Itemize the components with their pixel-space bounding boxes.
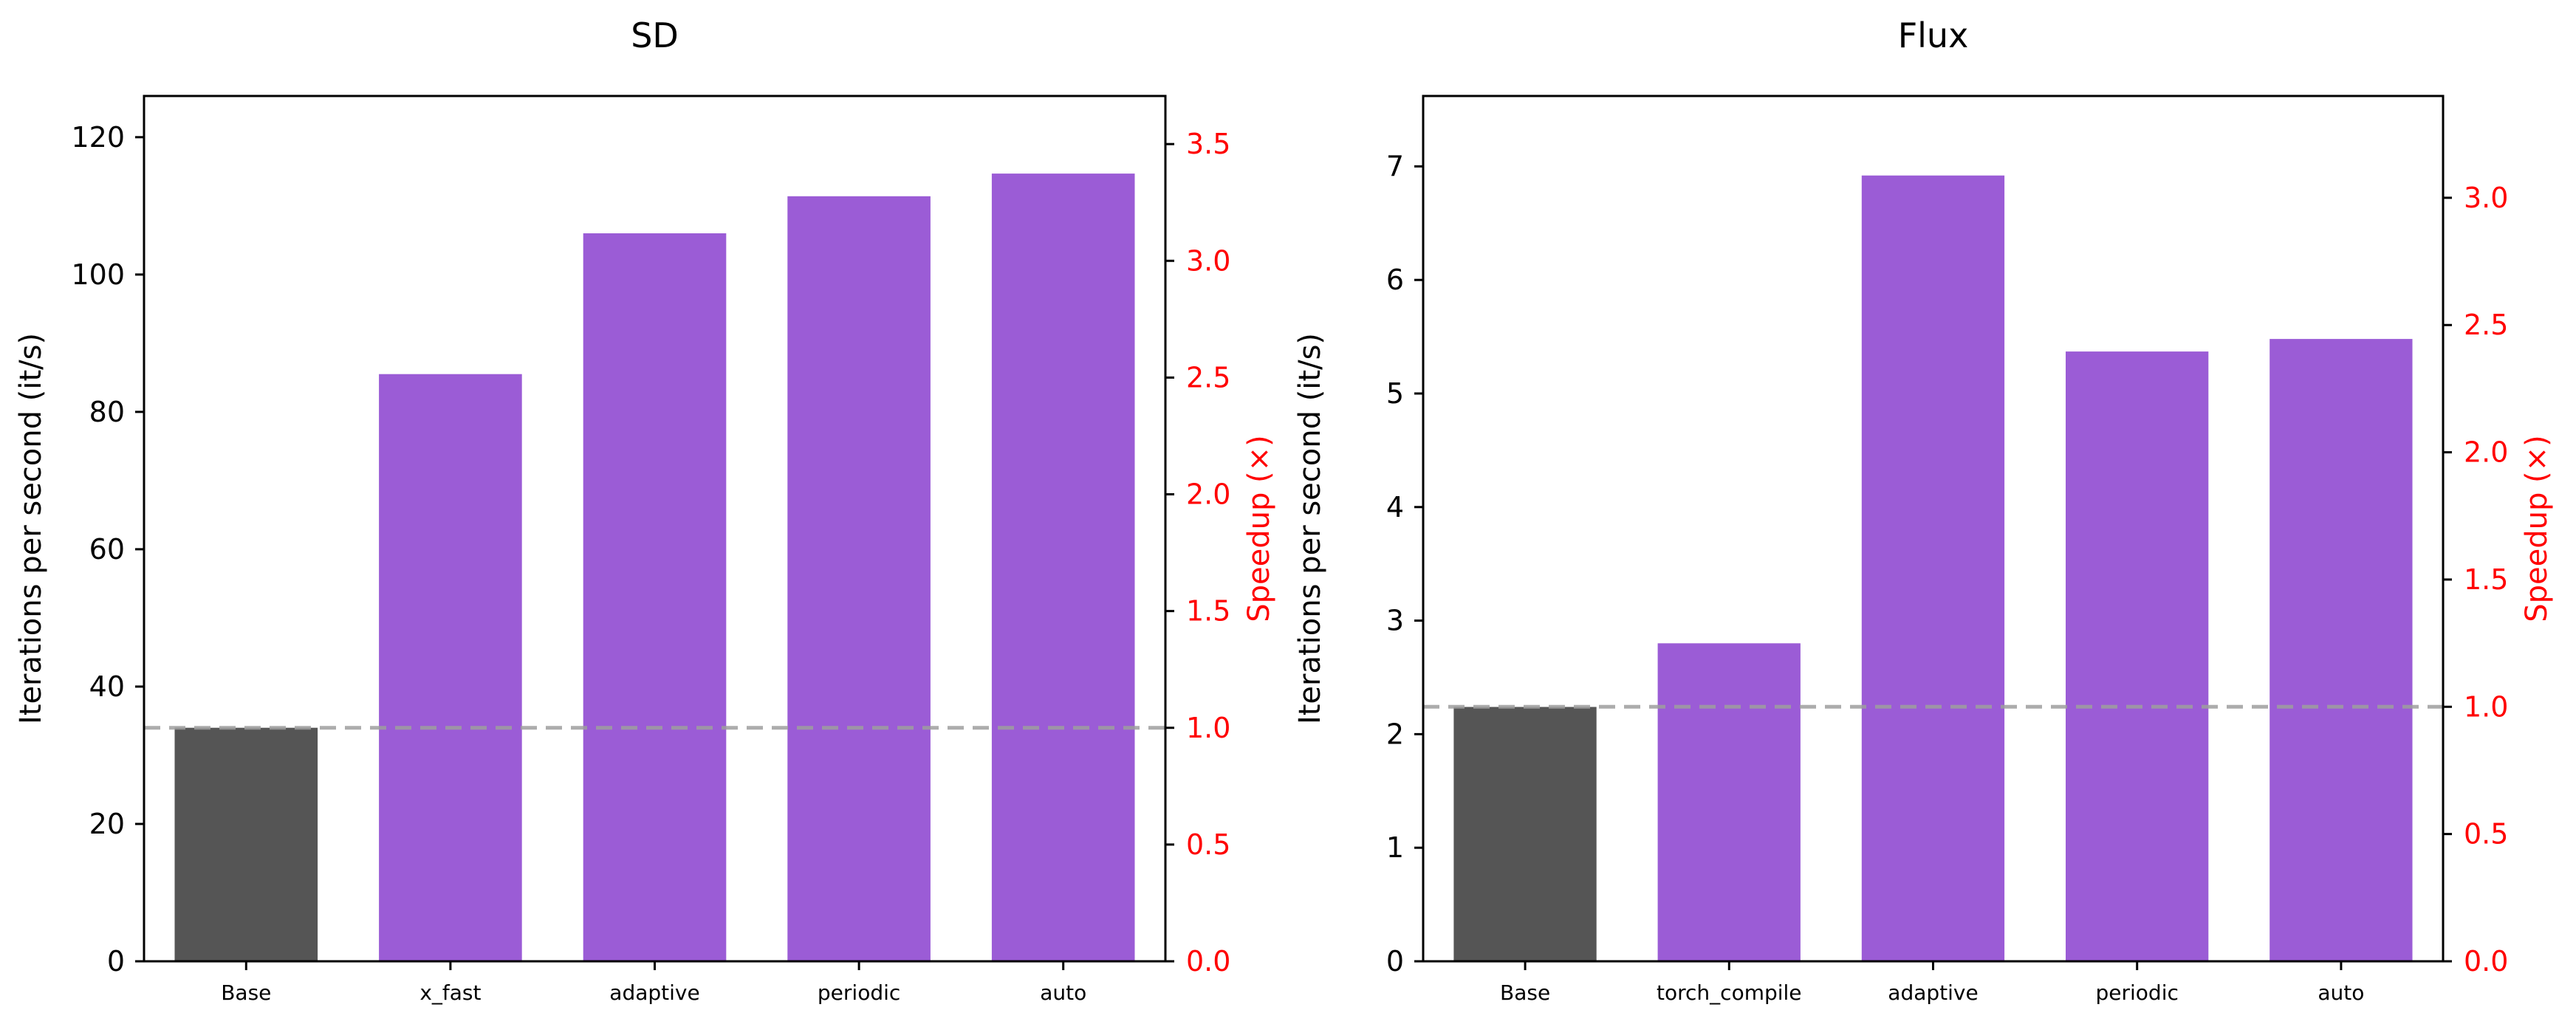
bar-periodic [787, 196, 931, 961]
y-tick-label: 80 [89, 396, 125, 428]
y-tick-label: 2 [1386, 718, 1404, 750]
y-axis-label: Iterations per second (it/s) [14, 333, 48, 724]
y2-tick-label: 3.5 [1186, 128, 1230, 160]
y-tick-label: 40 [89, 670, 125, 703]
y2-tick-label: 1.5 [1186, 595, 1230, 628]
y-tick-label: 3 [1386, 605, 1404, 637]
y-tick-label: 20 [89, 808, 125, 840]
x-tick-label: auto [1040, 980, 1086, 1005]
y-tick-label: 6 [1386, 264, 1404, 296]
bar-adaptive [583, 233, 727, 961]
y-tick-label: 120 [71, 121, 125, 154]
x-tick-label: adaptive [1888, 980, 1978, 1005]
bar-auto [2270, 339, 2413, 962]
y2-tick-label: 0.0 [1186, 945, 1230, 978]
x-tick-label: adaptive [609, 980, 699, 1005]
y-tick-label: 7 [1386, 150, 1404, 182]
y-tick-label: 0 [107, 945, 125, 978]
y2-tick-label: 3.0 [1186, 244, 1230, 277]
x-tick-label: x_fast [419, 980, 481, 1005]
chart-title: Flux [1898, 16, 1969, 55]
y2-tick-label: 2.5 [1186, 361, 1230, 394]
y-tick-label: 0 [1386, 945, 1404, 978]
y2-axis-label: Speedup (×) [1242, 435, 1276, 622]
chart-sd: 0 20 40 60 80 100 120 0.0 0.5 1.0 1.5 2.0 2.5 3.0 3.5 B… [14, 16, 1276, 1005]
y2-tick-label: 0.5 [1186, 828, 1230, 861]
y2-tick-label: 3.0 [2464, 182, 2508, 214]
bar-auto [991, 174, 1135, 962]
x-tick-label: Base [221, 980, 271, 1005]
y2-tick-label: 2.0 [2464, 436, 2508, 469]
y2-tick-label: 1.0 [1186, 712, 1230, 744]
y2-tick-label: 0.0 [2464, 945, 2508, 978]
y-tick-label: 4 [1386, 491, 1404, 523]
x-tick-label: periodic [818, 980, 900, 1005]
y2-tick-label: 1.0 [2464, 690, 2508, 723]
bar-base [1453, 707, 1597, 961]
y2-tick-label: 1.5 [2464, 563, 2508, 596]
bar-x-fast [379, 374, 522, 961]
x-tick-label: periodic [2096, 980, 2179, 1005]
x-tick-label: torch_compile [1657, 980, 1802, 1005]
y2-axis-label: Speedup (×) [2520, 435, 2554, 622]
chart-flux: 0 1 2 3 4 5 6 7 0.0 0.5 1.0 1.5 2.0 2.5 3.0 Base torch_c… [1293, 16, 2554, 1005]
x-tick-label: Base [1500, 980, 1550, 1005]
bar-periodic [2066, 351, 2209, 962]
bar-torch-compile [1657, 643, 1801, 961]
bar-base [174, 727, 318, 961]
y-tick-label: 5 [1386, 377, 1404, 410]
chart-title: SD [631, 16, 679, 55]
x-tick-label: auto [2318, 980, 2364, 1005]
bar-adaptive [1861, 175, 2005, 962]
y-tick-label: 1 [1386, 831, 1404, 864]
y-tick-label: 100 [71, 258, 125, 291]
y2-tick-label: 2.5 [2464, 309, 2508, 341]
y-tick-label: 60 [89, 533, 125, 566]
y2-tick-label: 0.5 [2464, 818, 2508, 851]
y-axis-label: Iterations per second (it/s) [1293, 333, 1327, 724]
y2-tick-label: 2.0 [1186, 478, 1230, 511]
